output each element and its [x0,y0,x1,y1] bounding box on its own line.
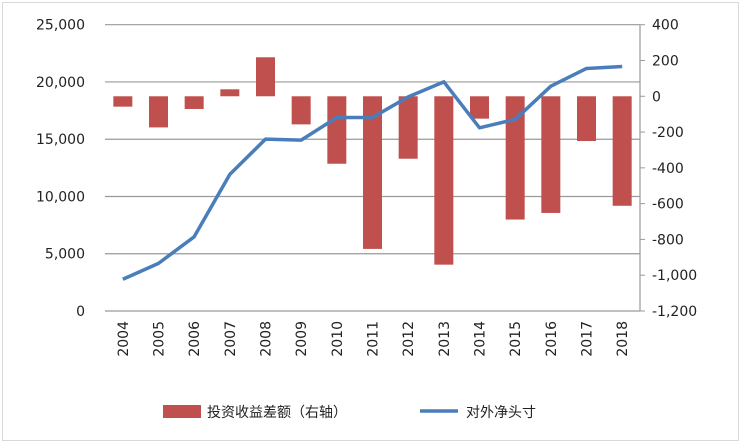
bar-2012 [398,96,418,159]
right-tick-label: -1,000 [652,268,697,284]
left-tick-label: 15,000 [36,132,85,148]
x-tick-label: 2018 [615,321,631,357]
x-tick-label: 2011 [366,321,382,357]
bar-2006 [184,96,204,109]
right-tick-label: -400 [652,161,684,177]
x-tick-label: 2008 [259,321,275,357]
x-tick-label: 2012 [401,321,417,357]
bar-2010 [327,96,347,164]
right-tick-label: -600 [652,197,684,213]
right-tick-label: 0 [652,89,661,105]
x-tick-label: 2009 [294,321,310,357]
right-tick-label: 200 [652,53,679,69]
right-tick-label: 400 [652,18,679,34]
x-tick-label: 2016 [544,321,560,357]
right-tick-label: -800 [652,232,684,248]
bar-2013 [434,96,454,265]
bar-2015 [505,96,525,220]
bar-2008 [256,57,275,97]
bar-2005 [149,96,168,128]
left-tick-label: 5,000 [45,247,85,263]
x-tick-label: 2015 [508,321,524,357]
bar-2017 [577,96,596,142]
x-tick-label: 2006 [187,321,203,357]
right-tick-label: -1,200 [652,304,697,320]
x-tick-label: 2010 [330,321,346,357]
bar-2009 [291,96,311,125]
bar-2004 [113,96,133,107]
legend-bar-label: 投资收益差额（右轴） [207,405,347,421]
bar-2007 [220,89,240,97]
bar-2018 [612,96,632,206]
left-tick-label: 0 [76,304,85,320]
bar-2014 [470,96,489,119]
x-tick-label: 2014 [473,321,489,357]
legend-line-label: 对外净头寸 [466,405,536,421]
left-tick-label: 20,000 [36,75,85,91]
left-tick-label: 25,000 [36,18,85,34]
chart-frame [2,2,739,441]
bar-2016 [541,96,561,213]
legend-bar-swatch [163,405,201,418]
x-tick-label: 2004 [116,321,132,357]
right-tick-label: -200 [652,125,684,141]
left-tick-label: 10,000 [36,189,85,205]
bar-2011 [363,96,382,249]
x-tick-label: 2017 [580,321,596,357]
x-tick-label: 2013 [437,321,453,357]
x-tick-label: 2007 [223,321,239,357]
x-tick-label: 2005 [152,321,168,357]
